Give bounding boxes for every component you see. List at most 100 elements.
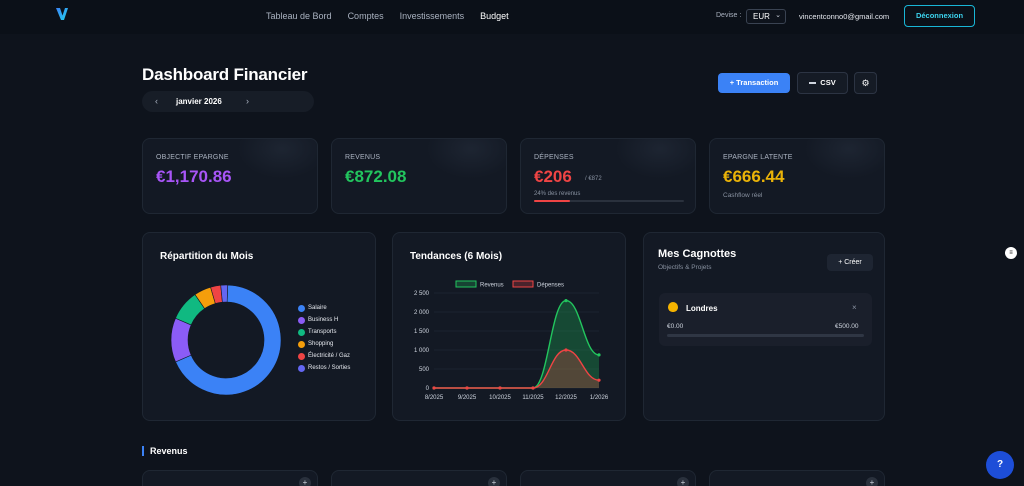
series-area-0	[434, 300, 599, 388]
legend-dot	[298, 317, 305, 324]
legend-label[interactable]: Dépenses	[537, 283, 564, 289]
csv-export-button[interactable]: CSV	[797, 72, 848, 94]
y-tick-label: 500	[419, 367, 430, 373]
stat-label: DÉPENSES	[534, 154, 574, 161]
current-month: janvier 2026	[176, 97, 222, 106]
top-navbar: Tableau de Bord Comptes Investissements …	[0, 0, 1024, 34]
legend-label: Business H	[308, 317, 339, 323]
legend-label: Shopping	[308, 341, 334, 347]
legend-swatch	[512, 280, 534, 288]
expense-progress-fill	[534, 200, 570, 202]
data-point[interactable]	[564, 299, 568, 303]
legend-label: Transports	[308, 329, 337, 335]
plus-icon[interactable]: +	[677, 477, 689, 486]
csv-label: CSV	[820, 78, 836, 87]
card-glow	[804, 139, 884, 179]
legend-item[interactable]: Business H	[298, 317, 339, 324]
prev-month-button[interactable]: ‹	[155, 96, 158, 106]
revenue-card: +	[709, 470, 885, 486]
donut-slice-5[interactable]	[220, 284, 228, 303]
nav-budget[interactable]: Budget	[480, 11, 509, 21]
devise-label: Devise :	[716, 12, 742, 19]
money-bag-icon	[668, 302, 678, 312]
plus-icon[interactable]: +	[299, 477, 311, 486]
cagnotte-current: €0.00	[667, 323, 684, 330]
card-glow	[426, 139, 506, 179]
legend-item[interactable]: Restos / Sorties	[298, 365, 351, 372]
series-line-1[interactable]	[433, 349, 600, 389]
stat-value: €872.08	[345, 167, 407, 186]
currency-select[interactable]: EUR ⌄	[746, 9, 786, 24]
legend-item[interactable]: Transports	[298, 329, 337, 336]
next-month-button[interactable]: ›	[246, 96, 249, 106]
data-point[interactable]	[531, 386, 535, 390]
plus-icon[interactable]: +	[488, 477, 500, 486]
x-tick-label: 1/2026	[590, 395, 609, 401]
repartition-donut-chart[interactable]	[161, 275, 291, 405]
help-button[interactable]: ?	[986, 451, 1014, 479]
data-point[interactable]	[597, 378, 601, 382]
y-tick-label: 0	[426, 386, 430, 392]
cagnotte-card-londres[interactable]: Londres × €0.00 €500.00	[659, 293, 872, 346]
tendances-panel: Tendances (6 Mois) 0 500 1 000 1 500 2 000 2 …	[392, 232, 626, 421]
stat-card-epargne-latente: EPARGNE LATENTE €666.44 Cashflow réel	[709, 138, 885, 214]
add-transaction-button[interactable]: + Transaction	[718, 73, 790, 93]
stat-sub: Cashflow réel	[723, 192, 763, 199]
side-panel-toggle-icon[interactable]: ≡	[1005, 247, 1017, 259]
stat-value: €666.44	[723, 167, 785, 186]
stat-label: REVENUS	[345, 154, 381, 161]
stat-card-objectif-epargne: OBJECTIF EPARGNE €1,170.86	[142, 138, 318, 214]
nav-comptes[interactable]: Comptes	[347, 11, 384, 21]
panel-title: Répartition du Mois	[160, 251, 254, 262]
card-glow	[237, 139, 317, 179]
data-point[interactable]	[564, 348, 568, 352]
stat-label: OBJECTIF EPARGNE	[156, 154, 229, 161]
legend-item[interactable]: Électricité / Gaz	[298, 353, 351, 360]
legend-item[interactable]: Shopping	[298, 341, 334, 348]
legend-label[interactable]: Revenus	[480, 283, 504, 289]
user-email: vincentconno0@gmail.com	[799, 12, 890, 21]
donut-slice-0[interactable]	[175, 284, 282, 396]
tendances-line-chart[interactable]: 0 500 1 000 1 500 2 000 2 500 8/2025 9/2025 10/2…	[393, 273, 626, 421]
stat-value: €1,170.86	[156, 167, 232, 186]
currency-value: EUR	[753, 12, 770, 21]
nav-tableau-de-bord[interactable]: Tableau de Bord	[266, 11, 332, 21]
y-tick-label: 2 000	[414, 310, 430, 316]
panel-title: Tendances (6 Mois)	[410, 251, 503, 262]
chevron-down-icon: ⌄	[775, 12, 781, 19]
x-tick-label: 9/2025	[458, 395, 477, 401]
nav-investissements[interactable]: Investissements	[399, 11, 465, 21]
y-tick-label: 2 500	[414, 291, 430, 297]
legend-dot	[298, 365, 305, 372]
section-title-revenus: Revenus	[142, 446, 188, 456]
page-title: Dashboard Financier	[142, 65, 308, 84]
create-cagnotte-button[interactable]: + Créer	[827, 254, 873, 271]
data-point[interactable]	[465, 386, 469, 390]
logout-button[interactable]: Déconnexion	[904, 5, 975, 27]
plus-icon[interactable]: +	[866, 477, 878, 486]
data-point[interactable]	[432, 386, 436, 390]
legend-swatch	[455, 280, 477, 288]
x-tick-label: 11/2025	[522, 395, 544, 401]
donut-slice-1[interactable]	[170, 317, 192, 363]
panel-subtitle: Objectifs & Projets	[658, 264, 712, 271]
app-logo-icon[interactable]	[55, 6, 69, 22]
stat-value: €206	[534, 167, 572, 186]
data-point[interactable]	[498, 386, 502, 390]
card-glow	[615, 139, 695, 179]
series-area-1	[434, 350, 599, 388]
x-tick-label: 10/2025	[489, 395, 511, 401]
legend-label: Restos / Sorties	[308, 365, 351, 371]
data-point[interactable]	[597, 353, 601, 357]
close-icon[interactable]: ×	[852, 303, 857, 312]
legend-dot	[298, 329, 305, 336]
settings-button[interactable]: ⚙	[854, 72, 877, 94]
cagnottes-panel: Mes Cagnottes Objectifs & Projets + Crée…	[643, 232, 885, 421]
main-nav: Tableau de Bord Comptes Investissements …	[266, 11, 525, 21]
expense-progress-bar	[534, 200, 684, 202]
legend-item[interactable]: Salaire	[298, 305, 327, 312]
cagnotte-target: €500.00	[835, 323, 859, 330]
legend-dot	[298, 341, 305, 348]
panel-title: Mes Cagnottes	[658, 248, 737, 260]
legend-label: Électricité / Gaz	[308, 353, 351, 359]
